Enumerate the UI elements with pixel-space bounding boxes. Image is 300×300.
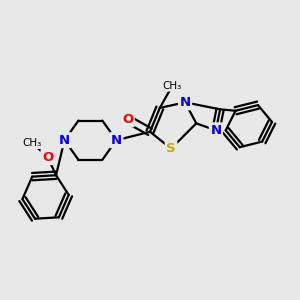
Text: N: N — [111, 134, 122, 147]
Text: O: O — [122, 113, 133, 126]
Text: N: N — [210, 124, 221, 137]
Text: S: S — [166, 142, 176, 155]
Text: N: N — [59, 134, 70, 147]
Text: CH₃: CH₃ — [22, 138, 42, 148]
Text: CH₃: CH₃ — [163, 80, 182, 91]
Text: O: O — [42, 151, 53, 164]
Text: N: N — [179, 96, 191, 109]
